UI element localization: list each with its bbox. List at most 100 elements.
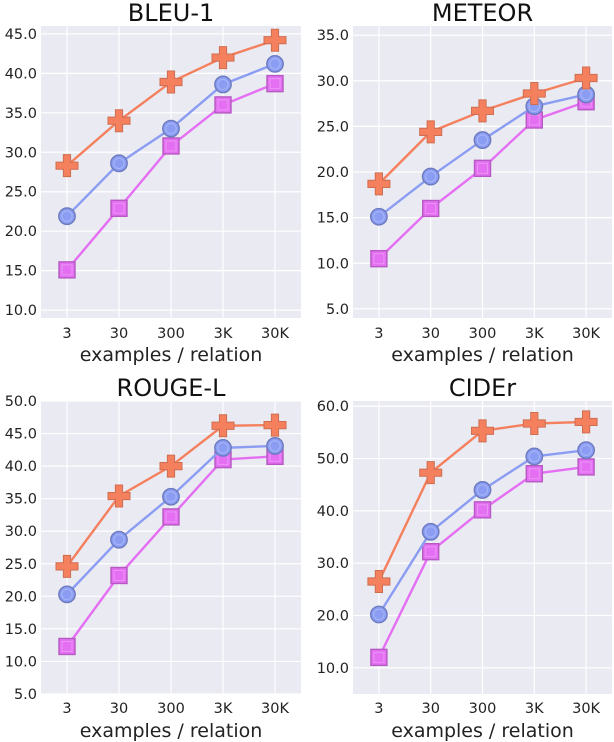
data-point-square [473,501,492,519]
data-point-circle-inner [113,533,125,546]
data-point-circle-inner [425,170,437,183]
data-point-square-inner [165,511,177,523]
x-tick-label: 3K [525,701,544,717]
y-tick-label: 40.0 [317,504,349,520]
y-tick-label: 15.0 [5,622,37,638]
data-point-circle [421,522,440,541]
data-point-circle-inner [217,442,229,454]
y-tick-label: 5.0 [14,687,37,703]
data-point-circle-inner [269,440,281,452]
data-point-plus [55,554,79,578]
y-tick-label: 10.0 [317,661,349,677]
y-tick-label: 30.0 [317,556,349,572]
data-point-circle [110,530,128,549]
y-tick-label: 45.0 [5,427,37,443]
data-point-square-inner [165,140,177,152]
data-point-square [58,261,76,279]
data-point-square-inner [425,546,437,558]
data-point-circle-inner [476,484,489,496]
y-tick-label: 5.0 [326,302,349,318]
data-point-square [422,542,440,561]
x-axis-label: examples / relation [391,720,574,742]
series-circle [58,437,284,604]
data-point-plus [263,413,287,437]
data-point-square [577,458,595,476]
data-point-square-inner [217,99,229,111]
y-tick-label: 10.0 [317,256,349,272]
data-point-square [370,249,388,268]
data-point-plus [574,66,598,90]
data-point-circle [421,167,440,186]
x-tick-label: 3K [214,701,233,717]
data-point-circle [266,437,284,455]
chart-panel-2: METEOR 5.0 10.0 15.0 20.0 25.0 30.0 35.0 3 30 300 3… [317,0,612,366]
series-cross [367,66,598,196]
y-tick-label: 40.0 [5,66,37,82]
data-point-square-inner [113,202,125,214]
data-point-circle [110,154,128,173]
data-point-plus [419,120,443,144]
series-circle [58,54,284,226]
y-tick-label: 35.0 [317,28,349,44]
data-point-circle [369,207,388,226]
x-tick-label: 30 [110,701,128,717]
data-point-circle [162,119,180,138]
data-point-circle [525,447,544,466]
x-axis-label: examples / relation [391,344,574,366]
data-point-circle-inner [476,134,489,146]
data-point-circle [473,481,492,499]
data-point-plus [107,484,131,508]
data-point-plus [367,570,391,594]
data-point-circle [58,207,76,226]
data-point-plus [55,154,79,178]
data-point-plus [522,82,546,106]
y-tick-label: 15.0 [317,211,349,227]
data-point-square-inner [61,640,73,652]
x-tick-label: 30 [421,701,439,717]
data-point-circle-inner [425,526,437,538]
chart-panel-3: ROUGE-L 5.0 10.0 15.0 20.0 25.0 30.0 35.0 40.0 45… [5,374,301,742]
data-point-square-inner [477,162,488,174]
y-tick-label: 30.0 [5,524,37,540]
data-point-circle [214,438,232,457]
x-tick-label: 3K [214,326,233,342]
y-tick-label: 35.0 [5,106,37,122]
chart-title: ROUGE-L [117,374,227,402]
data-point-plus [159,454,183,478]
y-tick-label: 40.0 [5,459,37,475]
y-tick-label: 20.0 [5,224,37,240]
data-point-square [266,74,284,93]
chart-title: METEOR [432,0,533,27]
data-point-square [473,159,492,178]
x-tick-label: 3K [525,326,544,342]
data-point-square [110,566,128,585]
data-point-square [214,96,232,114]
data-point-plus [574,410,598,434]
data-point-plus [211,46,235,70]
series-cross [367,410,598,594]
x-axis-label: examples / relation [80,344,263,366]
data-point-circle-inner [269,58,281,70]
data-point-circle [577,441,595,460]
y-tick-label: 60.0 [317,399,349,415]
y-tick-label: 30.0 [317,74,349,90]
y-tick-label: 35.0 [5,492,37,508]
x-tick-label: 30K [572,326,600,342]
data-point-square-inner [477,504,488,516]
data-point-square [422,199,440,218]
x-tick-label: 3 [374,326,383,342]
data-point-square [58,637,76,656]
series-square [58,74,284,279]
x-tick-label: 300 [157,701,185,717]
chart-panel-1: BLEU-1 10.0 15.0 20.0 25.0 30.0 35.0 40.0 45.0 3 3… [5,0,301,366]
y-tick-label: 30.0 [5,145,37,161]
data-point-circle-inner [217,78,229,91]
data-point-square-inner [373,253,385,265]
data-point-circle-inner [61,588,73,601]
data-point-square [370,648,388,667]
y-tick-label: 15.0 [5,264,37,280]
y-tick-label: 20.0 [5,589,37,605]
y-tick-label: 50.0 [317,452,349,468]
data-point-square-inner [269,78,281,90]
data-point-circle-inner [373,211,385,223]
